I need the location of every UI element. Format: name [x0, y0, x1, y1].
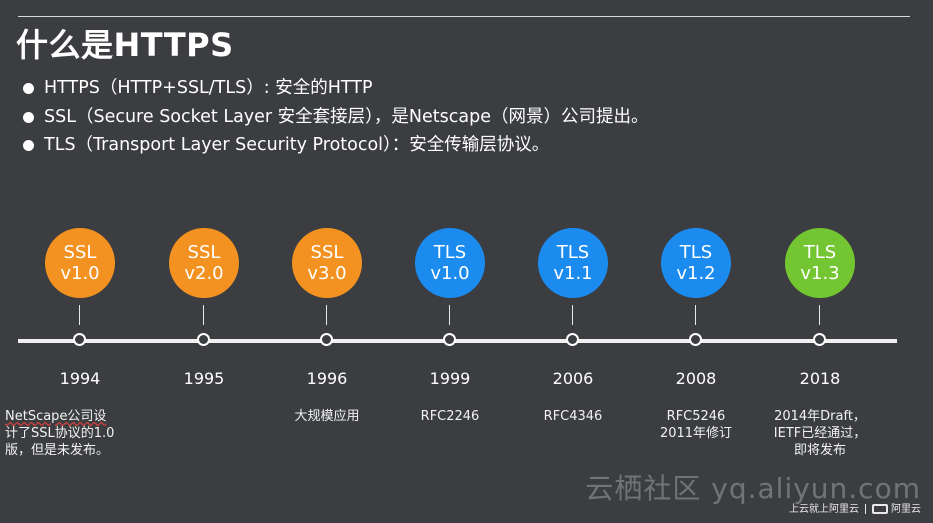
note-line: 计了SSL协议的1.0 [5, 426, 115, 441]
version-label: v1.2 [676, 263, 716, 284]
timeline-stem [695, 305, 696, 325]
version-circle: SSL v2.0 [169, 228, 239, 298]
protocol-label: SSL [187, 242, 221, 263]
timeline-year: 2008 [675, 369, 717, 388]
note-line: RFC5246 [666, 409, 726, 424]
watermark: 云栖社区 yq.aliyun.com [585, 472, 921, 505]
version-circle: SSL v3.0 [292, 228, 362, 298]
timeline-axis [18, 339, 897, 343]
timeline-note: RFC5246 2011年修订 [636, 408, 756, 442]
aliyun-logo-icon [872, 504, 888, 514]
timeline-year: 2018 [799, 369, 841, 388]
timeline-marker-icon [197, 333, 210, 346]
note-line: 2011年修订 [659, 426, 733, 441]
version-label: v1.0 [430, 263, 470, 284]
note-line: 大规模应用 [294, 409, 360, 424]
timeline-stem [203, 305, 204, 325]
timeline-stem [819, 305, 820, 325]
version-circle: TLS v1.3 [785, 228, 855, 298]
bullet-dot-icon [23, 83, 34, 94]
timeline-note: RFC2246 [390, 408, 510, 425]
timeline-stem [326, 305, 327, 325]
bullet-item: TLS（Transport Layer Security Protocol）：安… [22, 133, 649, 162]
bullet-item: HTTPS（HTTP+SSL/TLS）: 安全的HTTP [22, 76, 649, 105]
version-circle: TLS v1.0 [415, 228, 485, 298]
timeline-marker-icon [73, 333, 86, 346]
timeline-marker-icon [443, 333, 456, 346]
protocol-label: TLS [556, 242, 590, 263]
bullet-text: SSL（Secure Socket Layer 安全套接层），是Netscape… [44, 106, 649, 127]
note-line: RFC2246 [420, 409, 480, 424]
version-label: v2.0 [184, 263, 224, 284]
protocol-label: SSL [310, 242, 344, 263]
timeline-note: 2014年Draft， IETF已经通过， 即将发布 [760, 408, 880, 459]
version-label: v3.0 [307, 263, 347, 284]
protocol-label: TLS [803, 242, 837, 263]
version-label: v1.0 [60, 263, 100, 284]
timeline-stem [572, 305, 573, 325]
timeline-year: 2006 [552, 369, 594, 388]
version-circle: SSL v1.0 [45, 228, 115, 298]
version-circle: TLS v1.1 [538, 228, 608, 298]
bullet-list: HTTPS（HTTP+SSL/TLS）: 安全的HTTP SSL（Secure … [22, 76, 649, 162]
bullet-text: HTTPS（HTTP+SSL/TLS）: 安全的HTTP [44, 78, 373, 98]
version-label: v1.3 [800, 263, 840, 284]
timeline-marker-icon [689, 333, 702, 346]
note-line: NetScape公司设 [5, 409, 107, 424]
timeline-year: 1996 [306, 369, 348, 388]
protocol-label: TLS [433, 242, 467, 263]
timeline-marker-icon [813, 333, 826, 346]
timeline-marker-icon [320, 333, 333, 346]
footer-slogan: 上云就上阿里云 [789, 504, 859, 515]
note-line: 即将发布 [793, 443, 846, 458]
version-label: v1.1 [553, 263, 593, 284]
page-title: 什么是HTTPS [16, 26, 234, 64]
timeline-note: NetScape公司设 计了SSL协议的1.0 版，但是未发布。 [5, 408, 125, 459]
top-divider [18, 16, 910, 17]
protocol-label: TLS [679, 242, 713, 263]
timeline-year: 1995 [183, 369, 225, 388]
bullet-text: TLS（Transport Layer Security Protocol）：安… [44, 135, 550, 155]
footer-brand: 上云就上阿里云 阿里云 [789, 500, 921, 515]
timeline-year: 1994 [59, 369, 101, 388]
footer-brand-name: 阿里云 [891, 504, 921, 515]
timeline-marker-icon [566, 333, 579, 346]
timeline-stem [449, 305, 450, 325]
timeline-note: RFC4346 [513, 408, 633, 425]
bullet-item: SSL（Secure Socket Layer 安全套接层），是Netscape… [22, 105, 649, 134]
note-line: 2014年Draft， [774, 409, 866, 424]
protocol-label: SSL [63, 242, 97, 263]
note-line: 版，但是未发布。 [5, 443, 110, 458]
bullet-dot-icon [23, 140, 34, 151]
note-line: RFC4346 [543, 409, 603, 424]
timeline-year: 1999 [429, 369, 471, 388]
version-circle: TLS v1.2 [661, 228, 731, 298]
bullet-dot-icon [23, 111, 34, 123]
timeline-note: 大规模应用 [267, 408, 387, 425]
footer-divider [865, 504, 866, 514]
timeline-stem [79, 305, 80, 325]
note-line: IETF已经通过， [773, 426, 867, 441]
